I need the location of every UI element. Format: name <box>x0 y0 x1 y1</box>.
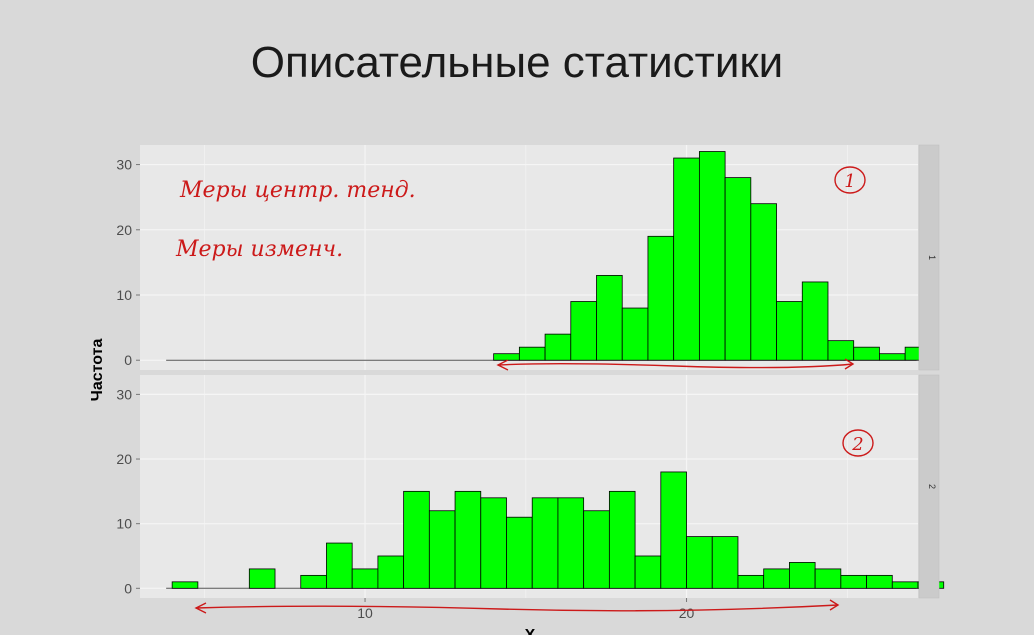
y-tick-label: 0 <box>124 352 132 368</box>
histogram-bar <box>557 497 585 589</box>
histogram-bar <box>711 536 739 589</box>
panel-1: 0 10 20 30 1 <box>116 144 940 371</box>
annotation-range-arrow-2 <box>195 604 839 612</box>
histogram-bar <box>506 516 533 589</box>
histogram-bar <box>827 340 855 361</box>
histogram-bar <box>698 151 726 361</box>
histogram-bar <box>634 555 662 589</box>
histogram-bar <box>428 510 456 589</box>
histogram-bar <box>660 471 687 589</box>
histogram-bar <box>608 490 636 589</box>
histogram-bar <box>801 281 829 361</box>
annotation-circle-2 <box>842 429 874 457</box>
histogram-bar <box>300 574 327 589</box>
annotation-circle-label-1: 1 <box>844 171 855 192</box>
facet-strip <box>918 374 940 599</box>
histogram-bar <box>814 568 842 589</box>
histogram-bar <box>737 574 765 589</box>
histogram-bar <box>686 536 713 589</box>
facet-strip-label: 1 <box>927 255 937 260</box>
histogram-bar <box>724 177 752 361</box>
annotation-circle-label-2: 2 <box>851 434 863 455</box>
annotation-arrowhead <box>496 359 509 371</box>
histogram-bar <box>879 353 906 361</box>
annotation-note-2: Меры изменч. <box>175 237 343 262</box>
histogram-bar <box>776 301 803 361</box>
histogram-bar <box>377 555 405 589</box>
y-tick-label: 20 <box>116 451 132 467</box>
histogram-bar <box>248 568 276 589</box>
annotation-arrowhead <box>194 602 207 614</box>
histogram-bar <box>518 346 546 361</box>
annotation-range-arrow-1 <box>497 363 854 369</box>
histogram-bar <box>866 574 893 589</box>
y-tick-label: 20 <box>116 222 132 238</box>
histogram-bar <box>480 497 507 589</box>
y-tick-label: 0 <box>124 580 132 596</box>
histogram-bar <box>891 581 919 589</box>
x-tick-label: 10 <box>357 605 373 621</box>
y-tick-label: 10 <box>116 287 132 303</box>
histogram-bar <box>840 574 867 589</box>
annotation-arrowhead <box>829 599 840 611</box>
x-axis-title: X <box>525 627 536 635</box>
handwritten-annotations: Меры центр. тенд. Меры изменч. 1 2 <box>175 166 874 614</box>
panel-2: 0 10 20 30 2 <box>116 374 945 599</box>
annotation-note-1: Меры центр. тенд. <box>179 178 416 203</box>
histogram-bar <box>647 235 675 361</box>
histogram-bar <box>750 203 777 361</box>
y-tick-label: 30 <box>116 157 132 173</box>
annotation-arrowhead <box>844 358 855 370</box>
histogram-bar <box>454 490 482 589</box>
y-axis-title: Частота <box>89 339 106 402</box>
histogram-bar <box>544 333 572 361</box>
histogram-bar <box>171 581 199 589</box>
y-tick-label: 10 <box>116 516 132 532</box>
histogram-bar <box>531 497 559 589</box>
histogram-bar <box>583 510 610 589</box>
histogram-bar <box>351 568 379 589</box>
histogram-bar <box>493 353 520 361</box>
histogram-bar <box>621 307 649 361</box>
histogram-bar <box>596 275 623 361</box>
histogram-bar <box>673 157 700 361</box>
histogram-bar <box>570 301 597 361</box>
x-tick-label: 20 <box>679 605 695 621</box>
histogram-bar <box>789 562 816 589</box>
histogram-bar <box>326 542 353 589</box>
facet-strip-label: 2 <box>927 484 937 489</box>
histogram-bar <box>853 346 880 361</box>
facet-strip <box>918 144 940 371</box>
slide-title: Описательные статистики <box>250 38 784 87</box>
histogram-bar <box>763 568 790 589</box>
annotation-circle-1 <box>834 166 866 194</box>
histogram-bar <box>403 490 430 589</box>
y-tick-label: 30 <box>116 386 132 402</box>
